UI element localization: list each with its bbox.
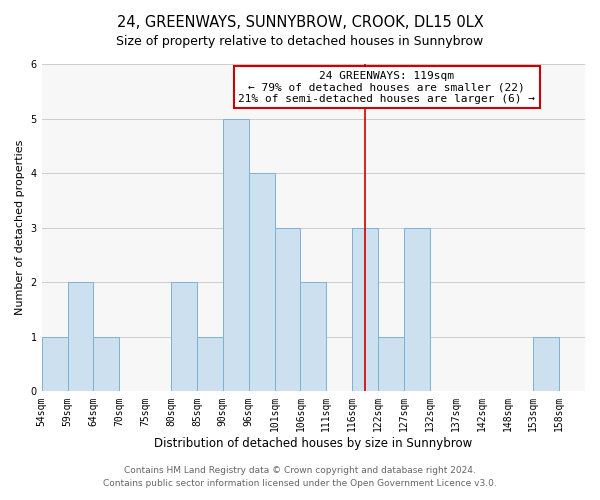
- Bar: [533, 337, 559, 392]
- Bar: [94, 337, 119, 392]
- Y-axis label: Number of detached properties: Number of detached properties: [15, 140, 25, 316]
- X-axis label: Distribution of detached houses by size in Sunnybrow: Distribution of detached houses by size …: [154, 437, 472, 450]
- Bar: [197, 337, 223, 392]
- Bar: [248, 173, 275, 392]
- Bar: [275, 228, 301, 392]
- Text: Size of property relative to detached houses in Sunnybrow: Size of property relative to detached ho…: [116, 35, 484, 48]
- Bar: [223, 118, 248, 392]
- Bar: [378, 337, 404, 392]
- Text: 24 GREENWAYS: 119sqm
← 79% of detached houses are smaller (22)
21% of semi-detac: 24 GREENWAYS: 119sqm ← 79% of detached h…: [238, 70, 535, 104]
- Bar: [68, 282, 94, 392]
- Bar: [404, 228, 430, 392]
- Text: 24, GREENWAYS, SUNNYBROW, CROOK, DL15 0LX: 24, GREENWAYS, SUNNYBROW, CROOK, DL15 0L…: [116, 15, 484, 30]
- Bar: [41, 337, 68, 392]
- Bar: [352, 228, 378, 392]
- Text: Contains HM Land Registry data © Crown copyright and database right 2024.
Contai: Contains HM Land Registry data © Crown c…: [103, 466, 497, 487]
- Bar: [171, 282, 197, 392]
- Bar: [301, 282, 326, 392]
